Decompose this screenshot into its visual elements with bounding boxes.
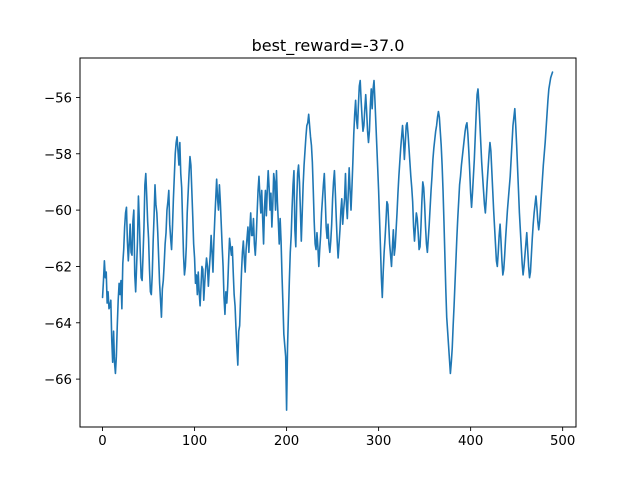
x-tick-label: 0 bbox=[98, 434, 106, 449]
y-tick-label: −56 bbox=[44, 91, 72, 106]
x-tick-label: 400 bbox=[458, 434, 483, 449]
x-tick-label: 100 bbox=[182, 434, 207, 449]
x-tick-label: 300 bbox=[366, 434, 391, 449]
chart-title: best_reward=-37.0 bbox=[252, 36, 405, 56]
y-tick-label: −60 bbox=[44, 204, 72, 219]
plot-area bbox=[101, 71, 554, 411]
x-tick-label: 200 bbox=[274, 434, 299, 449]
y-tick-label: −64 bbox=[44, 317, 72, 332]
y-tick-label: −62 bbox=[44, 260, 72, 275]
y-tick-label: −66 bbox=[44, 373, 72, 388]
x-tick-label: 500 bbox=[550, 434, 575, 449]
y-axis: −66 −64 −62 −60 −58 −56 bbox=[44, 91, 80, 388]
x-axis: 0 100 200 300 400 500 bbox=[98, 427, 575, 449]
y-tick-label: −58 bbox=[44, 148, 72, 163]
series-line-0 bbox=[101, 71, 554, 411]
axes-frame bbox=[79, 57, 577, 428]
